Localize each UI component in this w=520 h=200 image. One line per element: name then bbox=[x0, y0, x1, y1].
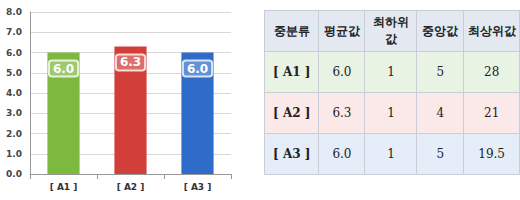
html-text:[ A1 ]: [ A1 ] bbox=[273, 65, 311, 79]
svg-text:6.0: 6.0 bbox=[187, 62, 208, 76]
svg-text:3.0: 3.0 bbox=[6, 108, 22, 118]
html-text:최상위값: 최상위값 bbox=[467, 23, 516, 38]
html-text:1: 1 bbox=[387, 65, 395, 79]
svg-text:6.0: 6.0 bbox=[53, 62, 74, 76]
html-text:[ A3 ]: [ A3 ] bbox=[273, 147, 311, 161]
svg-text:2.0: 2.0 bbox=[6, 129, 22, 139]
html-text:중앙값: 중앙값 bbox=[422, 23, 459, 38]
svg-text:6.0: 6.0 bbox=[6, 48, 22, 58]
svg-text:[ A2 ]: [ A2 ] bbox=[117, 182, 145, 192]
svg-text:8.0: 8.0 bbox=[6, 7, 22, 17]
html-text:1: 1 bbox=[387, 106, 395, 120]
html-text:[ A2 ]: [ A2 ] bbox=[273, 106, 311, 120]
svg-text:[ A3 ]: [ A3 ] bbox=[184, 182, 212, 192]
svg-text:4.0: 4.0 bbox=[6, 88, 22, 98]
svg-text:6.3: 6.3 bbox=[120, 55, 141, 69]
html-text:6.0: 6.0 bbox=[332, 65, 352, 79]
html-text:5: 5 bbox=[436, 65, 445, 79]
html-text:21: 21 bbox=[484, 106, 500, 120]
html-text:19.5: 19.5 bbox=[478, 147, 505, 161]
svg-text:5.0: 5.0 bbox=[6, 68, 22, 78]
html-text:6.0: 6.0 bbox=[332, 147, 352, 161]
html-text:4: 4 bbox=[436, 106, 445, 120]
html-text:1: 1 bbox=[387, 147, 395, 161]
svg-text:0.0: 0.0 bbox=[6, 169, 22, 179]
svg-text:1.0: 1.0 bbox=[6, 149, 22, 159]
html-text:최하위값: 최하위값 bbox=[373, 15, 409, 46]
svg-text:7.0: 7.0 bbox=[6, 27, 22, 37]
html-text:중분류: 중분류 bbox=[273, 23, 310, 38]
html-text:28: 28 bbox=[484, 65, 500, 79]
html-text:6.3: 6.3 bbox=[332, 106, 352, 120]
html-text:5: 5 bbox=[436, 147, 445, 161]
html-text:평균값: 평균값 bbox=[324, 23, 360, 38]
svg-text:[ A1 ]: [ A1 ] bbox=[50, 182, 78, 192]
